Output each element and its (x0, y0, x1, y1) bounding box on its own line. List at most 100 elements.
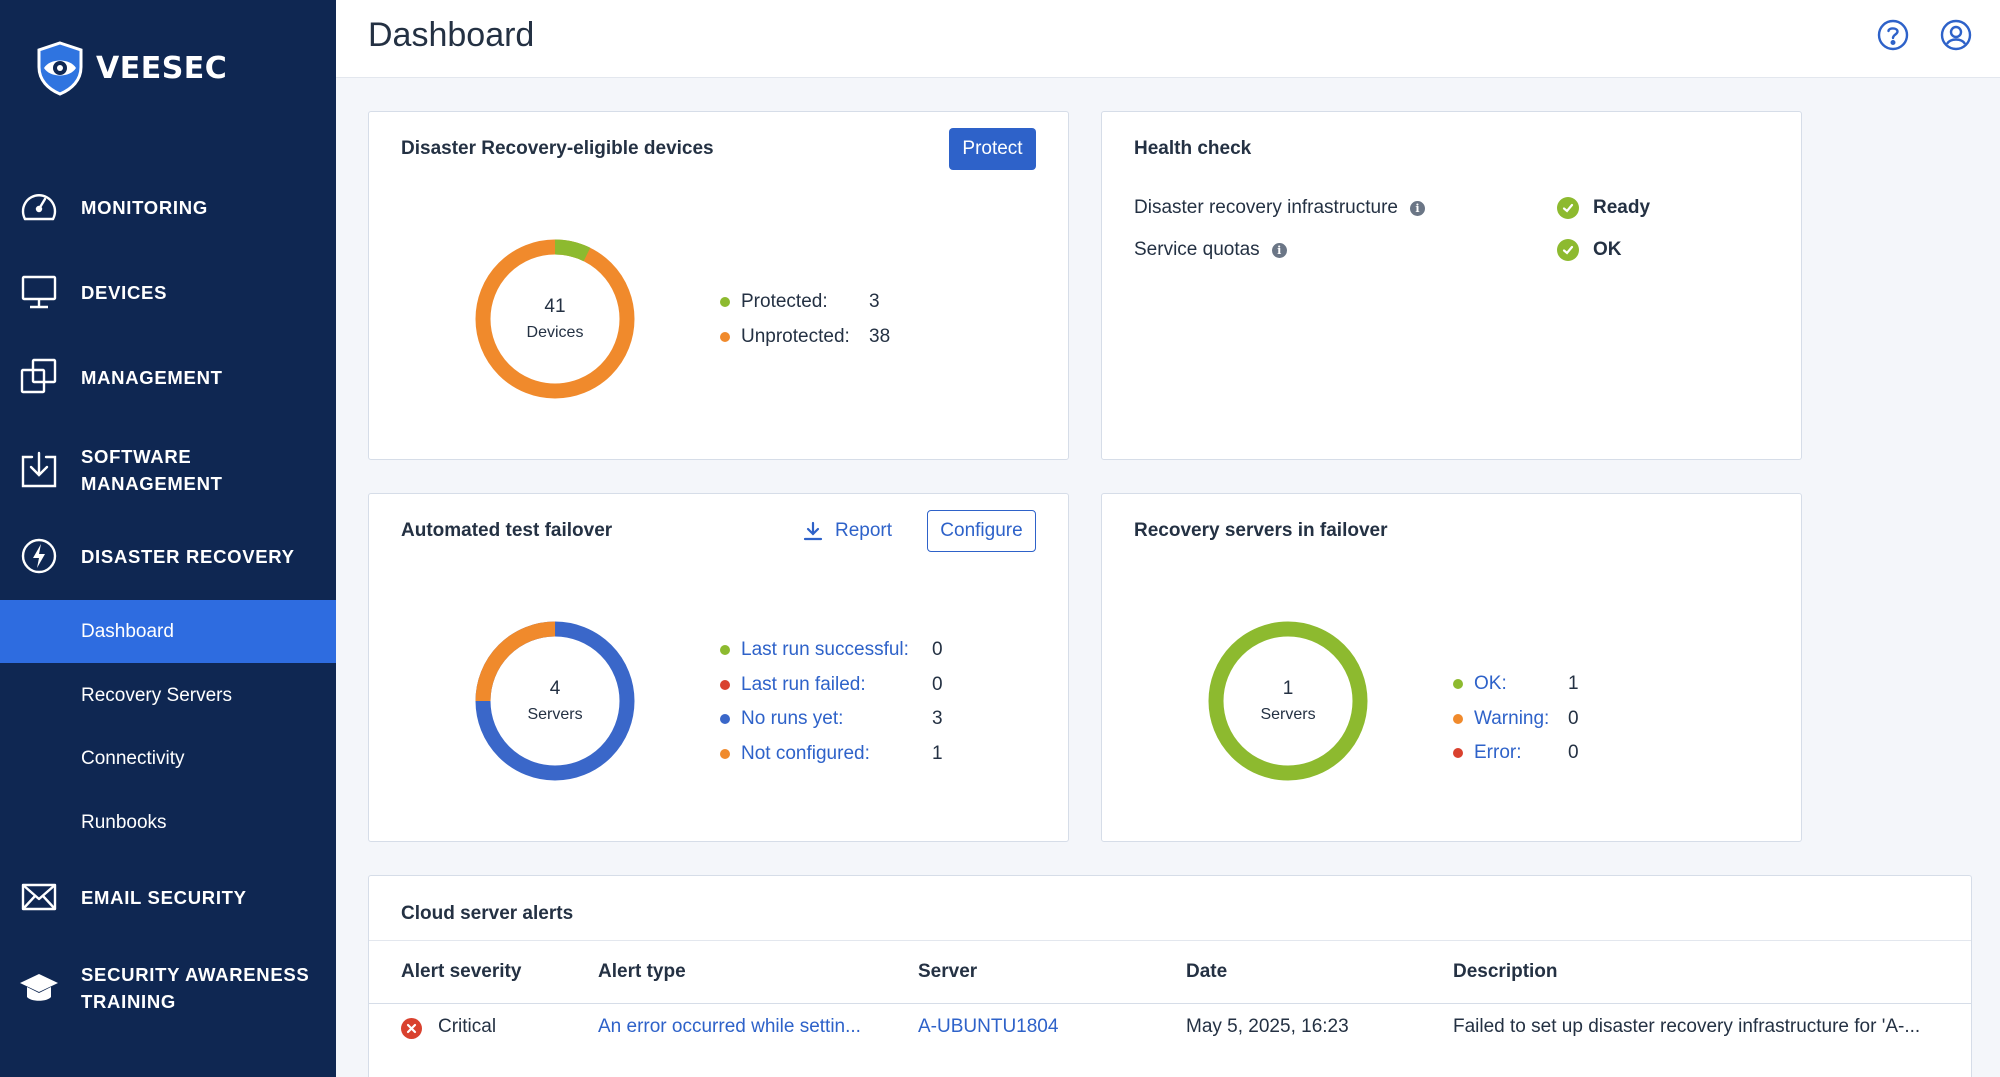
legend-dot (720, 679, 730, 690)
sidebar-subitem-dashboard[interactable]: Dashboard (0, 600, 336, 663)
sidebar-subitem-recovery-servers[interactable]: Recovery Servers (81, 684, 232, 706)
legend-item-ok[interactable]: OK: 1 (1453, 667, 1613, 702)
donut-segment-ok (1208, 621, 1368, 781)
health-status-service-quotas: OK (1557, 239, 1622, 261)
legend-value: 0 (932, 639, 943, 661)
legend-item-error[interactable]: Error: 0 (1453, 736, 1613, 771)
legend-label: Protected: (741, 291, 828, 313)
legend-value: 3 (869, 291, 880, 313)
report-label: Report (835, 520, 893, 541)
card-title: Recovery servers in failover (1134, 520, 1388, 541)
column-header-alert-type[interactable]: Alert type (598, 961, 686, 982)
test-failover-legend: Last run successful: 0 Last run failed: … (720, 633, 960, 771)
report-button[interactable]: Report (802, 520, 892, 542)
test-failover-card: Automated test failover Report Configure… (368, 493, 1069, 842)
legend-label[interactable]: No runs yet: (741, 708, 844, 730)
column-header-severity[interactable]: Alert severity (401, 961, 522, 982)
column-header-description[interactable]: Description (1453, 961, 1558, 982)
info-icon[interactable]: i (1271, 242, 1287, 258)
legend-label[interactable]: Error: (1474, 742, 1522, 764)
legend-label[interactable]: Warning: (1474, 707, 1550, 729)
alerts-table-header: Alert severity Alert type Server Date De… (369, 940, 1971, 1004)
legend-label[interactable]: OK: (1474, 673, 1507, 695)
sidebar-subitem-connectivity[interactable]: Connectivity (81, 747, 185, 769)
alert-date: May 5, 2025, 16:23 (1186, 1016, 1349, 1037)
sidebar-subitem-runbooks[interactable]: Runbooks (81, 811, 167, 833)
legend-item-last-run-failed[interactable]: Last run failed: 0 (720, 668, 960, 703)
brand-logo[interactable]: VEESEC (32, 40, 227, 96)
donut-segment-not-configured (475, 621, 635, 781)
card-title: Automated test failover (401, 520, 613, 541)
health-row-label: Disaster recovery infrastructure (1134, 197, 1398, 218)
legend-label[interactable]: Last run successful: (741, 639, 909, 661)
table-row[interactable]: Critical An error occurred while settin.… (369, 1004, 1971, 1054)
alert-severity: Critical (438, 1016, 497, 1037)
sidebar-item-monitoring[interactable]: MONITORING (0, 185, 336, 229)
help-icon[interactable] (1876, 18, 1910, 52)
sidebar: VEESEC MONITORING DEVICES MANAGEMENT (0, 0, 336, 1077)
recovery-servers-total: 1 (1282, 678, 1294, 699)
legend-label[interactable]: Last run failed: (741, 673, 866, 695)
health-status-text: OK (1593, 239, 1622, 260)
legend-value: 1 (1568, 673, 1579, 695)
recovery-servers-legend: OK: 1 Warning: 0 Error: 0 (1453, 667, 1613, 771)
health-row-label: Service quotas (1134, 239, 1260, 260)
graduation-cap-icon (18, 967, 60, 1009)
legend-dot (1453, 713, 1463, 724)
column-header-server[interactable]: Server (918, 961, 978, 982)
legend-dot (720, 714, 730, 725)
devices-legend: Protected: 3 Unprotected: 38 (720, 285, 940, 354)
legend-item-not-configured[interactable]: Not configured: 1 (720, 737, 960, 772)
legend-value: 38 (869, 325, 891, 347)
sidebar-item-security-awareness-training[interactable]: SECURITY AWARENESS TRAINING (0, 960, 336, 1016)
dr-devices-card: Disaster Recovery-eligible devices Prote… (368, 111, 1069, 460)
legend-item-unprotected: Unprotected: 38 (720, 320, 940, 355)
configure-button[interactable]: Configure (927, 510, 1036, 552)
protect-button[interactable]: Protect (949, 128, 1036, 170)
legend-item-last-run-successful[interactable]: Last run successful: 0 (720, 633, 960, 668)
servers-unit: Servers (527, 706, 583, 723)
sidebar-item-devices[interactable]: DEVICES (0, 270, 336, 314)
sidebar-item-label: SECURITY AWARENESS TRAINING (81, 964, 310, 1012)
lightning-circle-icon (18, 535, 60, 577)
health-status-dr-infrastructure: Ready (1557, 197, 1650, 219)
sidebar-item-email-security[interactable]: EMAIL SECURITY (0, 875, 336, 919)
legend-dot (720, 748, 730, 759)
legend-dot (1453, 748, 1463, 759)
column-header-date[interactable]: Date (1186, 961, 1228, 982)
recovery-servers-donut-chart (1208, 621, 1368, 781)
legend-label[interactable]: Not configured: (741, 742, 870, 764)
legend-value: 3 (932, 708, 943, 730)
alert-server-link[interactable]: A-UBUNTU1804 (918, 1016, 1059, 1037)
health-row-service-quotas: Service quotas i (1134, 239, 1287, 261)
legend-value: 0 (1568, 707, 1579, 729)
legend-value: 0 (932, 673, 943, 695)
page-title: Dashboard (368, 16, 535, 54)
legend-value: 1 (932, 742, 943, 764)
alert-description: Failed to set up disaster recovery infra… (1453, 1016, 1921, 1037)
donut-center: 1 Servers (1206, 619, 1370, 783)
donut-center: 41 Devices (473, 237, 637, 401)
cloud-alerts-card: Cloud server alerts Alert severity Alert… (368, 875, 1972, 1077)
legend-dot (720, 645, 730, 656)
user-account-icon[interactable] (1939, 18, 1973, 52)
legend-item-warning[interactable]: Warning: 0 (1453, 702, 1613, 737)
legend-dot (720, 331, 730, 342)
alert-type-link[interactable]: An error occurred while settin... (598, 1016, 861, 1037)
sidebar-item-label: EMAIL SECURITY (81, 886, 247, 908)
recovery-servers-card: Recovery servers in failover 1 Servers O… (1101, 493, 1802, 842)
speedometer-icon (18, 186, 60, 228)
sidebar-item-management[interactable]: MANAGEMENT (0, 355, 336, 399)
health-check-card: Health check Disaster recovery infrastru… (1101, 111, 1802, 460)
legend-value: 0 (1568, 742, 1579, 764)
health-status-text: Ready (1593, 197, 1651, 218)
legend-item-no-runs-yet[interactable]: No runs yet: 3 (720, 702, 960, 737)
health-row-dr-infrastructure: Disaster recovery infrastructure i (1134, 197, 1425, 219)
sidebar-item-software-management[interactable]: SOFTWARE MANAGEMENT (0, 442, 336, 498)
info-icon[interactable]: i (1409, 200, 1425, 216)
sidebar-item-disaster-recovery[interactable]: DISASTER RECOVERY (0, 534, 336, 578)
download-box-icon (18, 449, 60, 491)
copy-icon (18, 356, 60, 398)
donut-center: 4 Servers (473, 619, 637, 783)
sidebar-item-label: MANAGEMENT (81, 366, 223, 388)
